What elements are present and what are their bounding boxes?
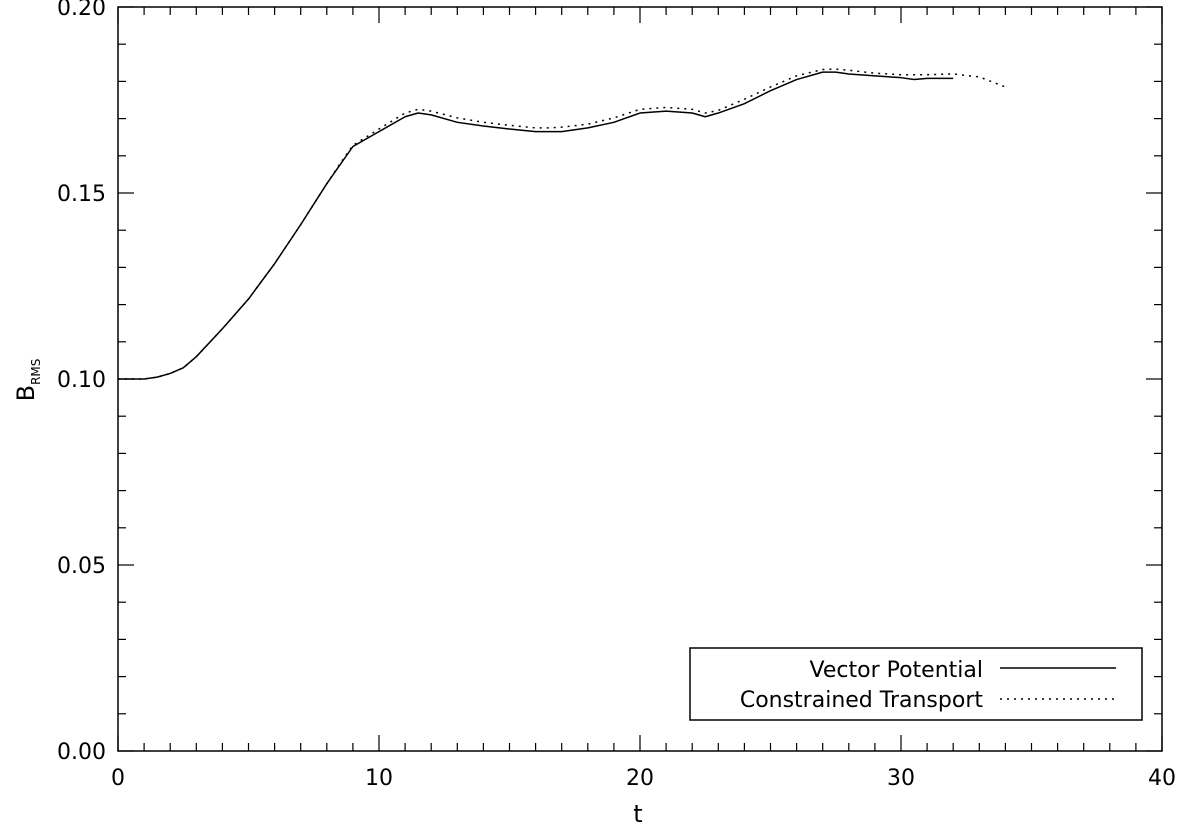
x-tick-label: 0 <box>111 766 125 791</box>
y-axis-label: BRMS <box>12 359 43 402</box>
series-line-constrained-transport <box>118 68 1006 380</box>
x-tick-label: 10 <box>365 766 393 791</box>
x-tick-label: 20 <box>626 766 654 791</box>
x-tick-label: 40 <box>1148 766 1176 791</box>
plot-area <box>117 6 1163 752</box>
plot-frame <box>117 6 1163 752</box>
legend-box <box>689 647 1143 721</box>
legend-label-constrained-transport: Constrained Transport <box>740 688 984 713</box>
y-axis-label-sub: RMS <box>29 359 43 385</box>
y-tick-label: 0.05 <box>57 554 106 579</box>
svg-text:BRMS: BRMS <box>12 359 43 402</box>
y-axis: 0.00 0.05 0.10 0.15 0.20 <box>57 0 1162 765</box>
series-line-vector-potential <box>118 71 954 380</box>
x-axis: 0 10 20 30 40 <box>111 7 1176 791</box>
y-tick-label: 0.10 <box>57 368 106 393</box>
y-axis-label-main: B <box>12 385 40 401</box>
legend-label-vector-potential: Vector Potential <box>810 658 983 683</box>
y-tick-label: 0.15 <box>57 182 106 207</box>
legend: Vector Potential Constrained Transport <box>689 647 1143 721</box>
x-tick-label: 30 <box>887 766 915 791</box>
y-tick-label: 0.20 <box>57 0 106 21</box>
y-tick-label: 0.00 <box>57 740 106 765</box>
x-axis-label: t <box>633 800 642 828</box>
